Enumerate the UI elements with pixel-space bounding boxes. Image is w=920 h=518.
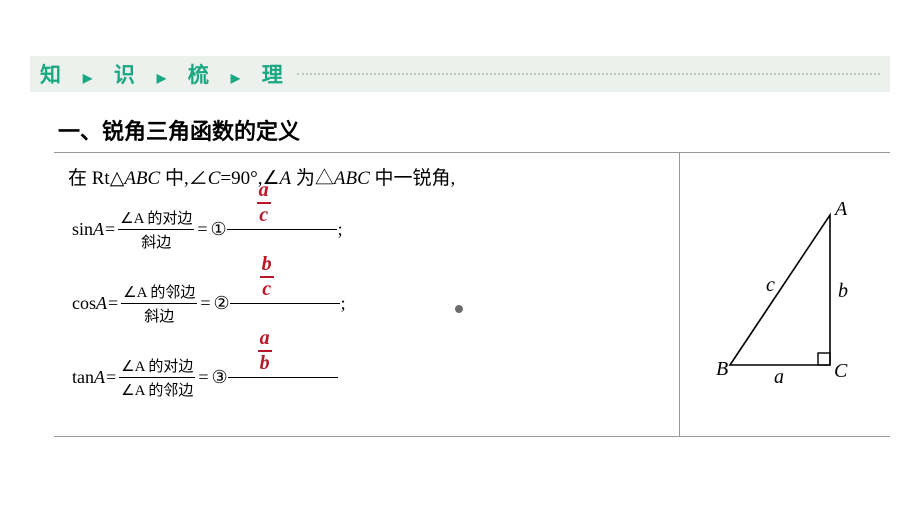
formulas-container: sinA=∠A 的对边斜边=①ac;cosA=∠A 的邻边斜边=②bc;tanA… [68, 200, 665, 406]
header-char: 梳 [188, 64, 213, 87]
header-dots [297, 73, 880, 75]
label-B: B [716, 358, 728, 380]
answer-den: c [260, 278, 273, 301]
func-name: sin [72, 219, 93, 240]
formula-row: sinA=∠A 的对边斜边=①ac; [72, 200, 665, 258]
answer-den: b [258, 352, 272, 375]
frac-num: ∠A 的对边 [118, 206, 194, 229]
intro-text: 中,∠ [160, 168, 208, 189]
answer-fraction: ab [258, 327, 272, 375]
intro-var: ABC [124, 168, 160, 189]
header-bar: 知 ▶ 识 ▶ 梳 ▶ 理 [30, 56, 890, 92]
blank-underline-end [300, 303, 340, 304]
frac-den: 斜边 [139, 230, 173, 253]
label-b: b [838, 280, 848, 302]
answer-fraction: bc [260, 253, 274, 301]
blank-underline: ab [228, 377, 298, 378]
equals: = [197, 219, 207, 240]
answer-num: a [258, 327, 272, 350]
equals: = [198, 367, 208, 388]
equals: = [200, 293, 210, 314]
answer-fraction: ac [257, 179, 271, 227]
answer-den: c [257, 204, 270, 227]
blank-number: ③ [212, 367, 228, 388]
trailing-punct: ; [341, 293, 346, 314]
intro-var: ABC [334, 168, 370, 189]
header-char: 理 [262, 64, 287, 87]
formula-row: tanA=∠A 的对边∠A 的邻边=③ab [72, 348, 665, 406]
answer-num: b [260, 253, 274, 276]
blank-number: ① [211, 219, 227, 240]
intro-line: 在 Rt△ABC 中,∠C=90°,∠A 为△ABC 中一锐角, [68, 163, 665, 190]
answer-num: a [257, 179, 271, 202]
intro-var: A [280, 168, 292, 189]
header-char: 知 [40, 64, 65, 87]
frac-num: ∠A 的对边 [119, 354, 195, 377]
frac-num: ∠A 的邻边 [121, 280, 197, 303]
triangle-diagram: A B C a b c [710, 195, 860, 395]
content-table: 在 Rt△ABC 中,∠C=90°,∠A 为△ABC 中一锐角, sinA=∠A… [54, 152, 890, 437]
equals: = [108, 293, 118, 314]
text-cell: 在 Rt△ABC 中,∠C=90°,∠A 为△ABC 中一锐角, sinA=∠A… [54, 153, 680, 436]
func-arg: A [93, 219, 104, 240]
blank-underline-end [297, 229, 337, 230]
definition-fraction: ∠A 的邻边斜边 [121, 280, 197, 327]
definition-fraction: ∠A 的对边斜边 [118, 206, 194, 253]
equals: = [106, 367, 116, 388]
intro-var: C [208, 168, 221, 189]
definition-fraction: ∠A 的对边∠A 的邻边 [119, 354, 195, 401]
blank-underline: bc [230, 303, 300, 304]
func-name: cos [72, 293, 96, 314]
label-C: C [834, 360, 848, 382]
blank-underline: ac [227, 229, 297, 230]
figure-cell: A B C a b c [680, 153, 890, 436]
intro-text: 为△ [291, 168, 334, 189]
formula-row: cosA=∠A 的邻边斜边=②bc; [72, 274, 665, 332]
header-sep-icon: ▶ [231, 71, 244, 85]
label-a: a [774, 366, 784, 388]
frac-den: 斜边 [142, 304, 176, 327]
func-name: tan [72, 367, 94, 388]
blank-underline-end [298, 377, 338, 378]
func-arg: A [96, 293, 107, 314]
intro-text: 在 Rt△ [68, 168, 124, 189]
intro-text: 中一锐角, [370, 168, 456, 189]
header-sep-icon: ▶ [157, 71, 170, 85]
header-sep-icon: ▶ [83, 71, 96, 85]
equals: = [105, 219, 115, 240]
header-title: 知 ▶ 识 ▶ 梳 ▶ 理 [30, 59, 287, 89]
trailing-punct: ; [338, 219, 343, 240]
header-char: 识 [114, 64, 139, 87]
frac-den: ∠A 的邻边 [119, 378, 195, 401]
section-title: 一、锐角三角函数的定义 [58, 114, 300, 146]
label-c: c [766, 274, 775, 296]
blank-number: ② [214, 293, 230, 314]
func-arg: A [94, 367, 105, 388]
label-A: A [833, 198, 848, 220]
